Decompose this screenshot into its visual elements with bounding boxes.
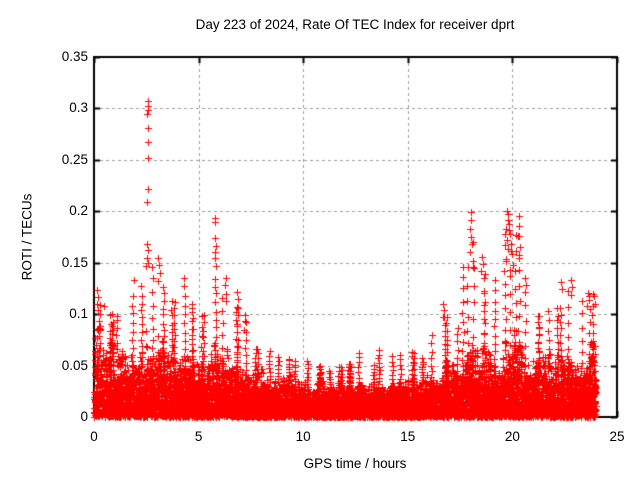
y-tick-label: 0.15 — [61, 254, 88, 270]
y-tick-label: 0.35 — [61, 49, 88, 64]
y-tick-label: 0 — [80, 409, 88, 424]
y-tick-label: 0.3 — [69, 100, 88, 116]
chart-title: Day 223 of 2024, Rate Of TEC Index for r… — [195, 17, 515, 32]
x-axis-label: GPS time / hours — [303, 456, 407, 471]
x-tick-label: 10 — [295, 429, 311, 444]
y-tick-label: 0.2 — [69, 203, 88, 219]
y-tick-label: 0.25 — [61, 151, 88, 167]
x-tick-label: 5 — [194, 429, 203, 444]
y-tick-label: 0.1 — [69, 306, 88, 322]
y-tick-label: 0.05 — [61, 357, 88, 373]
x-tick-label: 25 — [609, 429, 625, 444]
x-tick-label: 15 — [400, 429, 416, 444]
x-tick-label: 20 — [504, 429, 520, 444]
x-tick-label: 0 — [90, 429, 98, 444]
